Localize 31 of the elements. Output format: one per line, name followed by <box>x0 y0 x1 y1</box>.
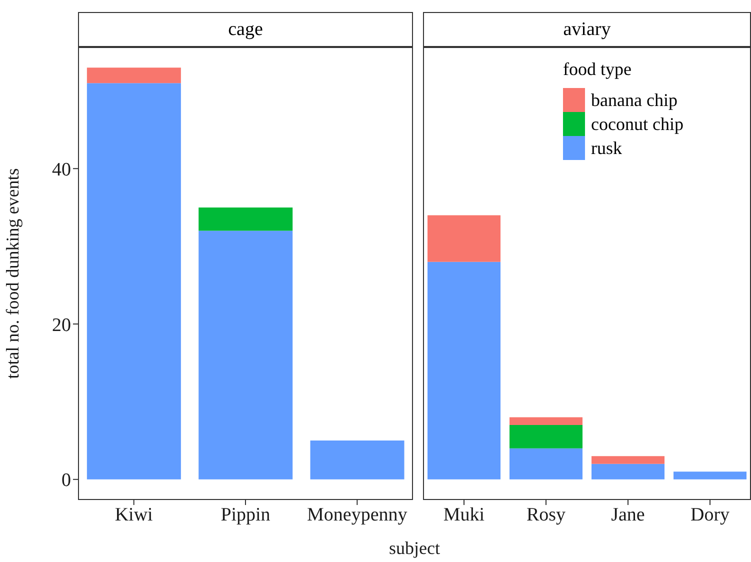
bar <box>428 215 501 262</box>
chart-title: cage <box>228 18 263 40</box>
x-tick-label: Muki <box>443 504 485 526</box>
bar <box>86 83 181 480</box>
x-axis-title: subject <box>388 538 441 559</box>
x-tick-label: Dory <box>690 504 730 526</box>
legend-title: food type <box>563 59 632 80</box>
x-tick-label: Moneypenny <box>307 504 408 526</box>
bar <box>510 425 583 448</box>
bar <box>674 472 747 480</box>
bar <box>592 464 665 480</box>
bar <box>592 456 665 464</box>
y-axis-title: total no. food dunking events <box>2 168 22 379</box>
y-tick-label: 0 <box>62 470 71 492</box>
legend-label: banana chip <box>591 90 678 110</box>
x-tick-label: Rosy <box>526 504 566 526</box>
bar <box>198 207 293 231</box>
chart-title: aviary <box>563 18 611 40</box>
legend-label: rusk <box>591 138 622 158</box>
bar <box>510 417 583 426</box>
y-tick-label: 40 <box>52 159 71 180</box>
x-tick-label: Pippin <box>220 504 271 526</box>
bar <box>86 68 181 84</box>
bar <box>198 230 293 480</box>
y-tick-label: 20 <box>52 314 71 336</box>
bar <box>310 440 404 480</box>
x-tick-label: Kiwi <box>114 504 153 526</box>
x-tick-label: Jane <box>611 504 645 526</box>
bar <box>510 448 583 480</box>
bar <box>428 262 501 480</box>
legend-label: coconut chip <box>591 114 684 134</box>
